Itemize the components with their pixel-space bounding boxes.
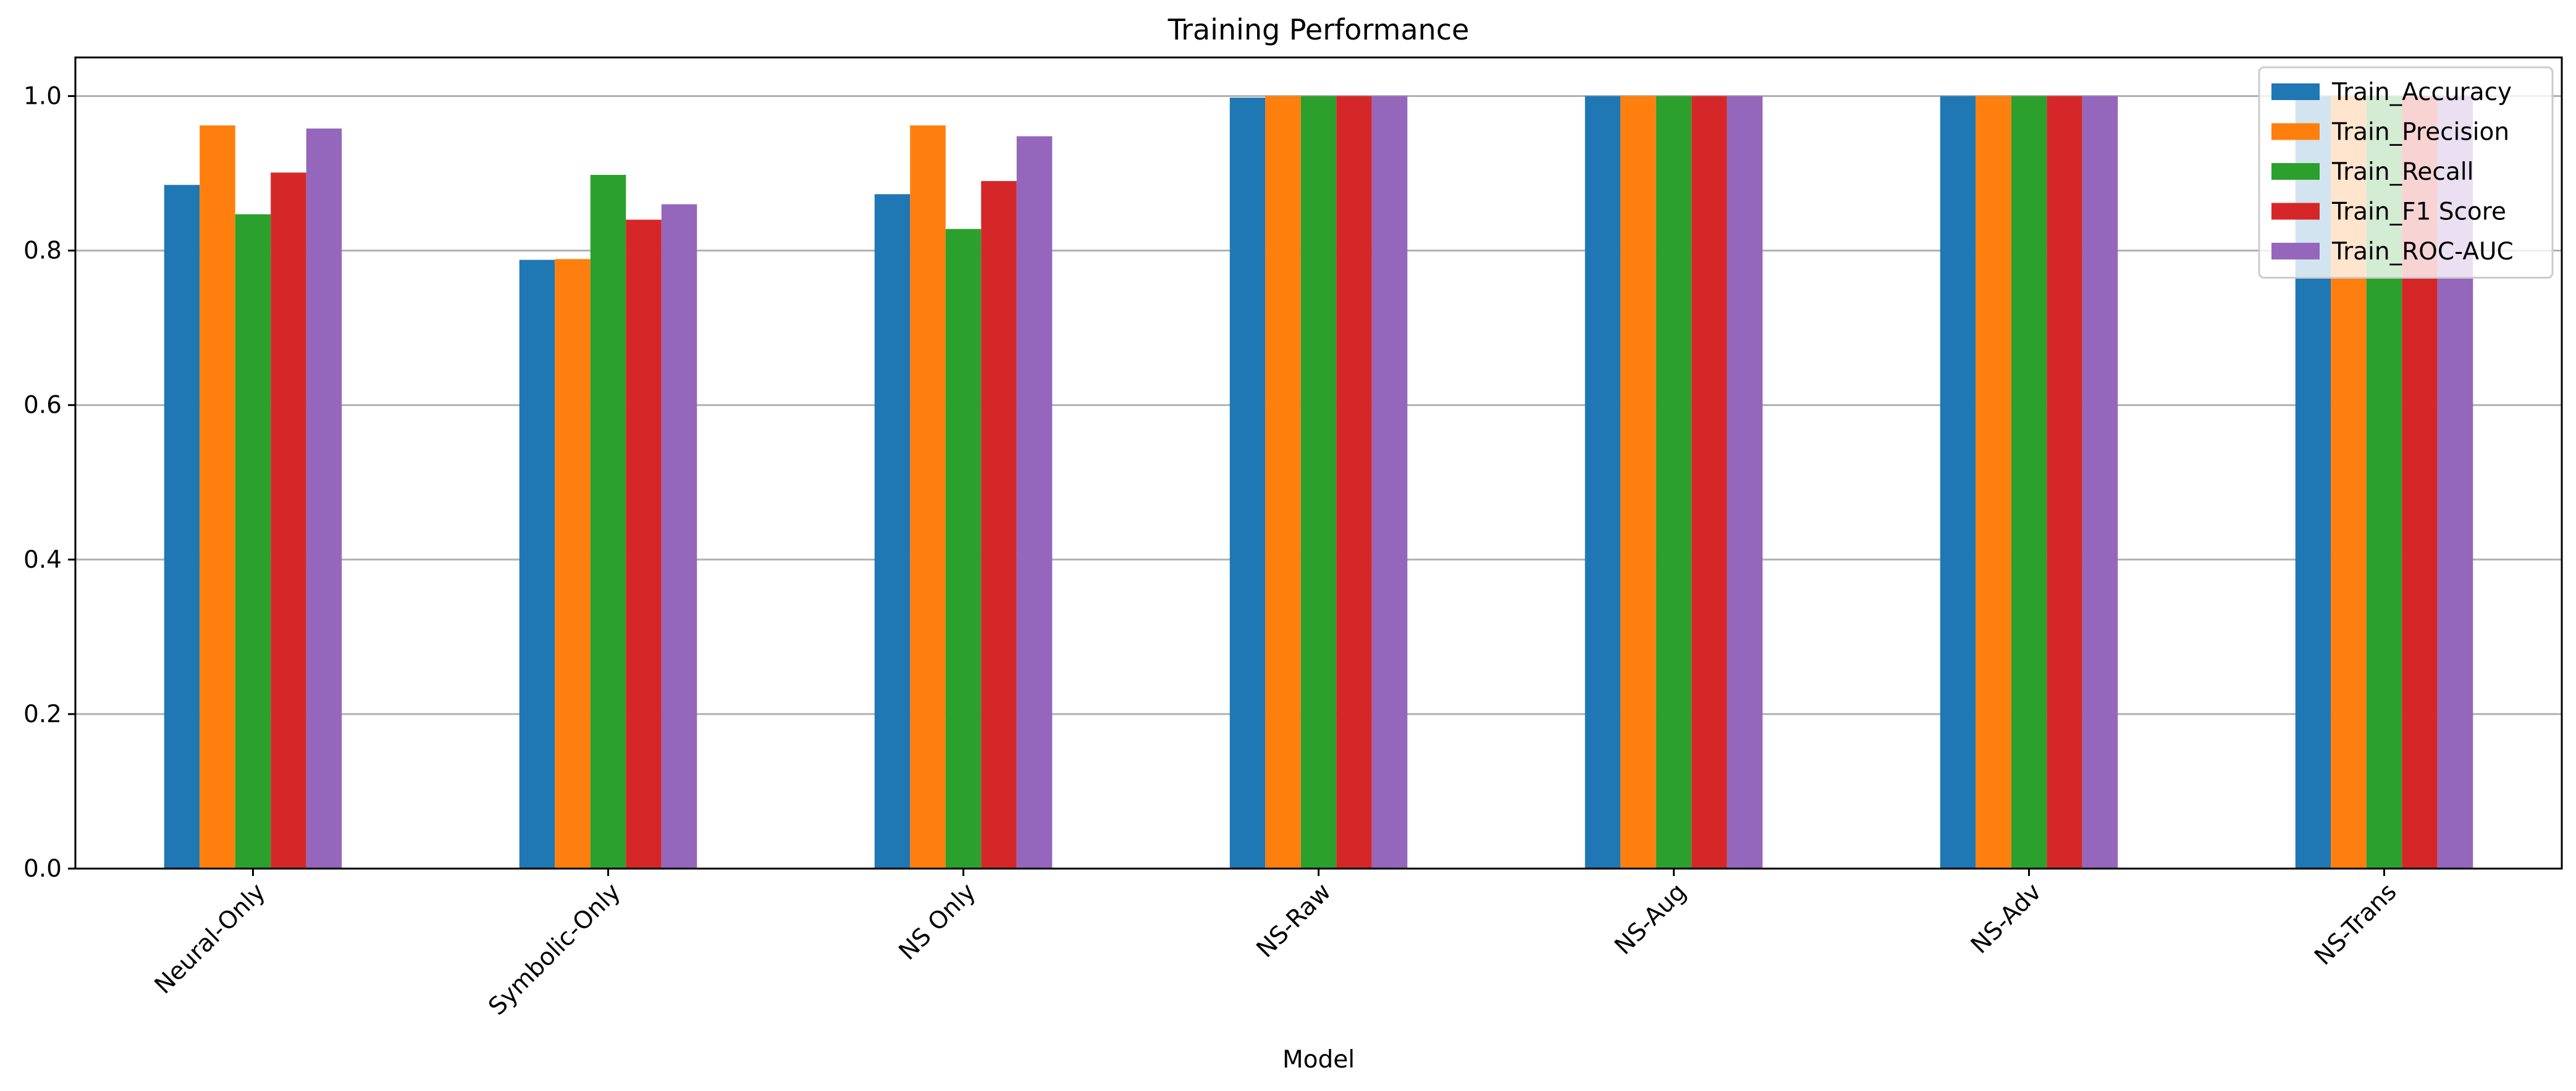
bar	[2047, 96, 2082, 869]
bar	[1229, 98, 1266, 869]
legend-box	[2258, 66, 2554, 279]
bar	[1620, 96, 1656, 869]
y-tick-label: 0.2	[23, 701, 62, 728]
legend-swatch	[2271, 163, 2320, 180]
bars-layer	[164, 96, 2473, 869]
bar	[235, 214, 271, 869]
bar	[661, 204, 697, 869]
bar	[1976, 96, 2011, 869]
bar	[626, 219, 662, 869]
bar	[874, 194, 911, 869]
y-tick-label: 0.8	[23, 237, 62, 265]
legend-swatch	[2271, 123, 2320, 140]
bar	[590, 175, 626, 869]
bar	[1265, 96, 1301, 869]
bar	[910, 125, 946, 869]
x-axis-label: Model	[1282, 1046, 1355, 1074]
legend: Train_Accuracy Train_Precision Train_Recal…	[2258, 66, 2554, 279]
legend-label: Train_F1 Score	[2331, 198, 2506, 226]
bar	[2082, 96, 2118, 869]
y-tick-label: 0.0	[23, 855, 62, 883]
y-axis-ticks: 0.0 0.2 0.4 0.6 0.8 1.0	[23, 83, 75, 883]
legend-swatch	[2271, 83, 2320, 100]
legend-label: Train_ROC-AUC	[2331, 238, 2514, 266]
y-tick-label: 0.4	[23, 546, 62, 574]
bar	[1691, 96, 1727, 869]
bar	[945, 229, 982, 869]
bar	[1727, 96, 1763, 869]
y-tick-label: 0.6	[23, 392, 62, 419]
bar	[2011, 96, 2047, 869]
y-tick-label: 1.0	[23, 83, 62, 111]
bar	[519, 259, 555, 869]
legend-swatch	[2271, 203, 2320, 220]
legend-label: Train_Accuracy	[2331, 78, 2512, 106]
bar	[1336, 96, 1372, 869]
bar	[1300, 96, 1337, 869]
bar	[1940, 96, 1976, 869]
bar	[1585, 96, 1621, 869]
bar	[981, 181, 1017, 869]
chart-title: Training Performance	[1168, 13, 1470, 46]
bar	[306, 128, 342, 869]
bar	[271, 172, 306, 869]
bar	[555, 259, 591, 869]
legend-label: Train_Precision	[2331, 119, 2509, 146]
legend-label: Train_Recall	[2331, 158, 2473, 186]
bar	[164, 185, 200, 869]
bar	[1656, 96, 1692, 869]
legend-swatch	[2271, 243, 2320, 259]
bar	[1016, 136, 1053, 869]
bar	[1371, 96, 1408, 869]
bar	[200, 125, 235, 869]
